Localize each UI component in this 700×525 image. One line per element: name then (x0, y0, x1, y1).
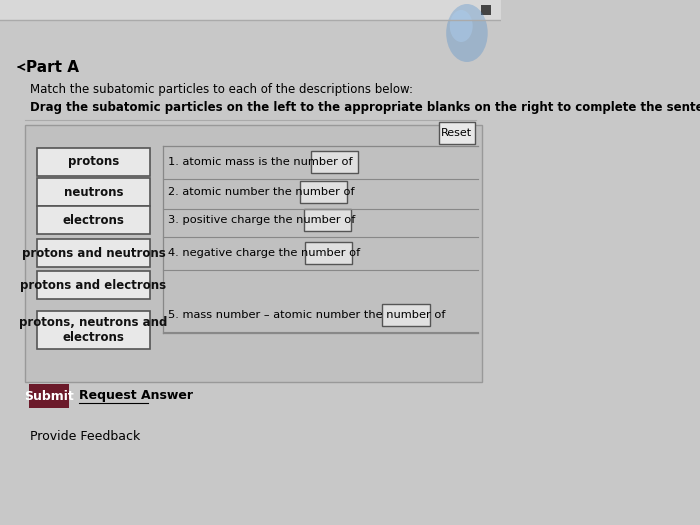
FancyBboxPatch shape (37, 206, 150, 234)
Text: Reset: Reset (442, 128, 472, 138)
FancyBboxPatch shape (37, 178, 150, 206)
Text: neutrons: neutrons (64, 185, 123, 198)
FancyBboxPatch shape (37, 239, 150, 267)
FancyBboxPatch shape (37, 271, 150, 299)
Text: Request Answer: Request Answer (79, 390, 193, 403)
Ellipse shape (450, 10, 473, 42)
Text: Submit: Submit (25, 390, 74, 403)
FancyBboxPatch shape (29, 384, 69, 408)
FancyBboxPatch shape (25, 125, 482, 382)
Text: Drag the subatomic particles on the left to the appropriate blanks on the right : Drag the subatomic particles on the left… (30, 100, 700, 113)
FancyBboxPatch shape (0, 0, 501, 20)
Text: protons: protons (68, 155, 119, 169)
FancyBboxPatch shape (300, 181, 347, 203)
Text: 1. atomic mass is the number of: 1. atomic mass is the number of (167, 157, 352, 167)
Text: electrons: electrons (62, 214, 125, 226)
Ellipse shape (446, 4, 488, 62)
FancyBboxPatch shape (305, 242, 352, 264)
Text: Match the subatomic particles to each of the descriptions below:: Match the subatomic particles to each of… (30, 83, 413, 97)
Text: 3. positive charge the number of: 3. positive charge the number of (167, 215, 355, 225)
Text: protons and electrons: protons and electrons (20, 278, 167, 291)
FancyBboxPatch shape (304, 209, 351, 231)
Text: protons and neutrons: protons and neutrons (22, 247, 165, 259)
FancyBboxPatch shape (439, 122, 475, 144)
Text: 2. atomic number the number of: 2. atomic number the number of (167, 187, 354, 197)
FancyBboxPatch shape (37, 311, 150, 349)
Text: protons, neutrons and
electrons: protons, neutrons and electrons (20, 316, 167, 344)
FancyBboxPatch shape (311, 151, 358, 173)
Text: 4. negative charge the number of: 4. negative charge the number of (167, 248, 360, 258)
Text: 5. mass number – atomic number the number of: 5. mass number – atomic number the numbe… (167, 310, 445, 320)
Text: Part A: Part A (26, 59, 79, 75)
FancyBboxPatch shape (382, 304, 430, 326)
Text: Provide Feedback: Provide Feedback (30, 430, 140, 444)
FancyBboxPatch shape (37, 148, 150, 176)
FancyBboxPatch shape (482, 5, 491, 15)
